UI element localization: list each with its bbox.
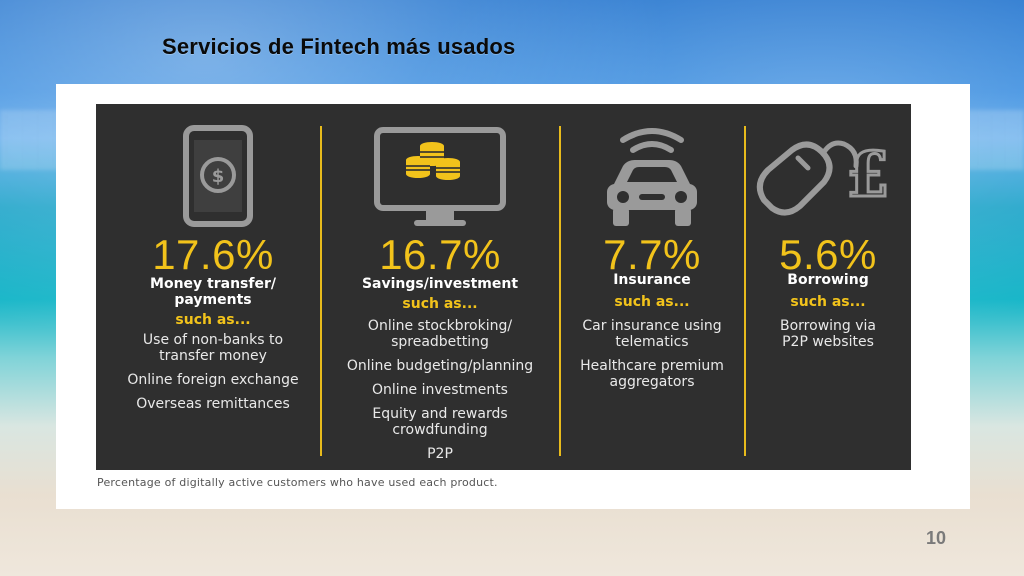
- list-item: Car insurance using telematics: [582, 318, 722, 350]
- stat-such-as: such as...: [614, 294, 690, 310]
- list-item: Use of non-banks to transfer money: [142, 332, 284, 364]
- mouse-pound-icon: £: [746, 122, 910, 230]
- stat-such-as: such as...: [790, 294, 866, 310]
- stat-category: Borrowing: [787, 272, 869, 288]
- stat-column-money-transfer: $ 17.6% Money transfer/ payments such as…: [106, 122, 320, 462]
- stat-column-savings-investment: 16.7% Savings/investment such as... Onli…: [322, 122, 558, 462]
- stat-such-as: such as...: [402, 296, 478, 312]
- stat-percent: 17.6%: [152, 231, 274, 278]
- list-item: Equity and rewards crowdfunding: [372, 406, 508, 438]
- list-item: Borrowing via P2P websites: [780, 318, 876, 350]
- column-divider-1: [320, 126, 322, 456]
- list-item: Overseas remittances: [136, 396, 290, 412]
- column-divider-3: [744, 126, 746, 456]
- slide-title: Servicios de Fintech más usados: [162, 34, 516, 59]
- column-divider-2: [559, 126, 561, 456]
- list-item: Online budgeting/planning: [346, 358, 534, 374]
- list-item: Online foreign exchange: [127, 372, 299, 388]
- stat-column-borrowing: £ 5.6% Borrowing such as... Borrowing vi…: [746, 122, 910, 462]
- page-number: 10: [925, 528, 946, 548]
- monitor-coins-icon: [322, 122, 558, 230]
- connected-car-icon: [561, 122, 743, 230]
- stat-percent: 16.7%: [379, 231, 501, 278]
- stat-category: Savings/investment: [361, 276, 519, 292]
- stat-such-as: such as...: [175, 312, 251, 328]
- stat-items: Borrowing via P2P websites: [746, 318, 910, 358]
- stat-items: Online stockbroking/ spreadbetting Onlin…: [322, 318, 558, 470]
- stat-percent: 5.6%: [779, 231, 877, 278]
- list-item: Healthcare premium aggregators: [580, 358, 724, 390]
- svg-text:$: $: [212, 166, 225, 187]
- list-item: Online stockbroking/ spreadbetting: [367, 318, 513, 350]
- stat-category: Money transfer/ payments: [150, 276, 276, 308]
- stat-category: Insurance: [613, 272, 691, 288]
- stat-items: Use of non-banks to transfer money Onlin…: [106, 332, 320, 420]
- list-item: Online investments: [372, 382, 508, 398]
- infographic-caption: Percentage of digitally active customers…: [97, 476, 498, 489]
- svg-text:£: £: [846, 138, 889, 211]
- smartphone-dollar-icon: $: [106, 122, 320, 230]
- stat-percent: 7.7%: [603, 231, 701, 278]
- list-item: P2P: [427, 446, 453, 462]
- stat-items: Car insurance using telematics Healthcar…: [561, 318, 743, 398]
- stat-column-insurance: 7.7% Insurance such as... Car insurance …: [561, 122, 743, 462]
